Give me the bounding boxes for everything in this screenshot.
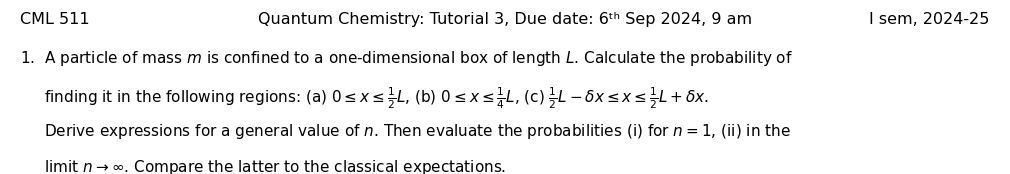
Text: 1.  A particle of mass $m$ is confined to a one-dimensional box of length $L$. C: 1. A particle of mass $m$ is confined to… bbox=[20, 49, 793, 68]
Text: I sem, 2024-25: I sem, 2024-25 bbox=[870, 12, 990, 27]
Text: limit $n \rightarrow \infty$. Compare the latter to the classical expectations.: limit $n \rightarrow \infty$. Compare th… bbox=[20, 158, 506, 174]
Text: finding it in the following regions: (a) $0 \leq x \leq \frac{1}{2}L$, (b) $0 \l: finding it in the following regions: (a)… bbox=[20, 85, 709, 111]
Text: CML 511: CML 511 bbox=[20, 12, 90, 27]
Text: Quantum Chemistry: Tutorial 3, Due date: 6ᵗʰ Sep 2024, 9 am: Quantum Chemistry: Tutorial 3, Due date:… bbox=[258, 12, 752, 27]
Text: Derive expressions for a general value of $n$. Then evaluate the probabilities (: Derive expressions for a general value o… bbox=[20, 122, 791, 141]
